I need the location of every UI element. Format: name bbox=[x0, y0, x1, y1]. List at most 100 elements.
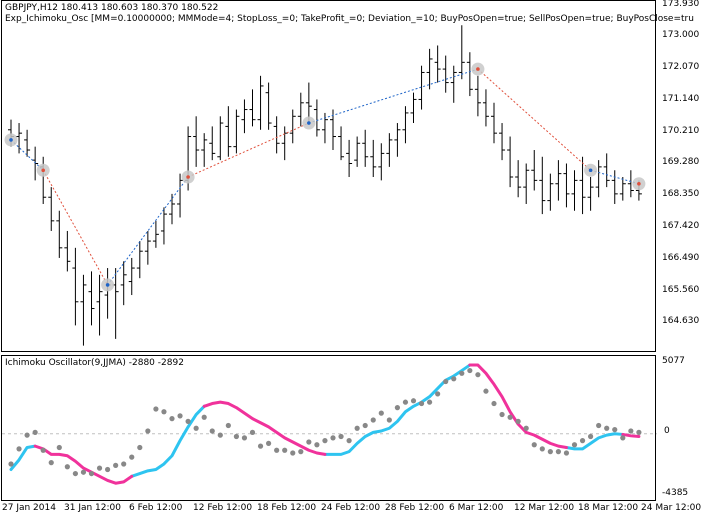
oscillator-tick: -4385 bbox=[662, 488, 689, 498]
oscillator-dot bbox=[491, 400, 497, 407]
oscillator-dot bbox=[563, 450, 570, 456]
price-tick: 167.420 bbox=[662, 221, 700, 231]
oscillator-dot bbox=[153, 406, 159, 412]
price-bar bbox=[241, 99, 248, 134]
price-bar bbox=[32, 146, 39, 181]
price-bar bbox=[56, 210, 63, 258]
oscillator-dot bbox=[113, 462, 119, 468]
oscillator-dot bbox=[193, 425, 199, 431]
price-bar bbox=[233, 109, 240, 154]
oscillator-dot bbox=[145, 428, 151, 434]
indicator-title: Ichimoku Oscillator(9,JJMA) -2880 -2892 bbox=[5, 358, 184, 368]
time-tick: 12 Mar 12:00 bbox=[514, 503, 575, 513]
price-bar bbox=[120, 261, 127, 306]
oscillator-dot bbox=[378, 410, 384, 416]
symbol-info: GBPJPY,H12 180.413 180.603 180.370 180.5… bbox=[5, 3, 219, 13]
price-bar bbox=[313, 99, 320, 137]
price-tick: 168.350 bbox=[662, 189, 700, 199]
oscillator-dot bbox=[137, 444, 143, 451]
price-bar bbox=[491, 102, 497, 144]
oscillator-canvas bbox=[2, 363, 657, 485]
signal-trend-line bbox=[10, 139, 44, 171]
price-tick: 164.630 bbox=[662, 316, 700, 326]
oscillator-dot bbox=[88, 470, 95, 477]
oscillator-pane[interactable]: Ichimoku Oscillator(9,JJMA) -2880 -2892 bbox=[1, 355, 657, 501]
price-bar bbox=[136, 241, 143, 279]
oscillator-dot bbox=[225, 422, 231, 429]
price-bar bbox=[563, 163, 570, 208]
oscillator-dot bbox=[80, 469, 87, 475]
time-tick: 28 Feb 12:00 bbox=[385, 503, 445, 513]
sell-signal-marker bbox=[181, 170, 195, 184]
price-bar bbox=[354, 136, 361, 167]
price-bar bbox=[265, 82, 272, 130]
price-bar bbox=[249, 89, 256, 127]
oscillator-dot bbox=[370, 417, 376, 423]
price-chart-pane[interactable]: GBPJPY,H12 180.413 180.603 180.370 180.5… bbox=[1, 0, 694, 352]
oscillator-tick: 5077 bbox=[662, 356, 685, 366]
price-bar bbox=[611, 170, 618, 204]
signal-trend-line bbox=[107, 176, 189, 286]
price-bar bbox=[160, 207, 167, 245]
oscillator-dot bbox=[32, 429, 38, 435]
price-bar bbox=[64, 230, 71, 272]
price-tick: 173.930 bbox=[662, 0, 700, 9]
price-bar bbox=[201, 133, 208, 167]
oscillator-dot bbox=[282, 447, 288, 453]
price-bar bbox=[499, 123, 506, 161]
oscillator-dot bbox=[531, 442, 537, 448]
price-bar bbox=[619, 177, 626, 201]
price-bar bbox=[24, 129, 31, 157]
buy-signal-marker bbox=[584, 163, 598, 177]
price-bar bbox=[362, 129, 369, 167]
oscillator-dot bbox=[620, 435, 626, 441]
price-tick: 166.490 bbox=[662, 253, 700, 263]
oscillator-dot bbox=[394, 405, 400, 411]
price-bar bbox=[152, 220, 159, 248]
price-bar bbox=[112, 268, 119, 339]
price-bar bbox=[458, 25, 465, 80]
oscillator-dot bbox=[402, 399, 409, 405]
oscillator-dot bbox=[201, 414, 207, 420]
price-bar bbox=[297, 92, 304, 127]
oscillator-falling-segment bbox=[202, 400, 327, 456]
oscillator-dot bbox=[121, 461, 127, 467]
time-tick: 24 Feb 12:00 bbox=[321, 503, 381, 513]
price-bar bbox=[193, 116, 200, 167]
price-bar bbox=[80, 274, 87, 346]
oscillator-dot bbox=[185, 418, 191, 424]
price-bar bbox=[209, 126, 216, 161]
oscillator-dot bbox=[628, 428, 634, 434]
oscillator-dot bbox=[241, 435, 248, 441]
buy-signal-marker bbox=[4, 133, 18, 147]
oscillator-dot bbox=[386, 417, 392, 423]
time-tick: 18 Feb 12:00 bbox=[257, 503, 317, 513]
oscillator-dot bbox=[257, 443, 264, 449]
price-bar bbox=[442, 55, 449, 93]
price-tick: 170.210 bbox=[662, 126, 700, 136]
oscillator-dot bbox=[266, 440, 272, 446]
price-bar bbox=[627, 170, 634, 198]
price-bar bbox=[144, 230, 151, 265]
price-bar bbox=[305, 82, 312, 124]
oscillator-dot bbox=[274, 447, 280, 453]
price-bar bbox=[96, 274, 103, 336]
price-bar bbox=[346, 139, 353, 177]
price-bar bbox=[104, 268, 111, 319]
price-bar bbox=[177, 173, 184, 218]
signal-trend-line bbox=[590, 169, 640, 185]
oscillator-dot bbox=[515, 418, 521, 424]
price-bar bbox=[72, 247, 79, 326]
signal-trend-line bbox=[477, 68, 591, 171]
oscillator-dot bbox=[209, 428, 215, 434]
price-bar bbox=[547, 173, 554, 211]
oscillator-dot bbox=[443, 378, 449, 385]
oscillator-dot bbox=[354, 425, 360, 431]
oscillator-dot bbox=[322, 438, 328, 444]
time-tick: 12 Feb 12:00 bbox=[193, 503, 253, 513]
price-bar bbox=[338, 126, 345, 161]
oscillator-dot bbox=[612, 427, 618, 433]
oscillator-dot bbox=[571, 442, 578, 448]
time-tick: 18 Mar 12:00 bbox=[578, 503, 639, 513]
oscillator-dot bbox=[24, 432, 30, 438]
